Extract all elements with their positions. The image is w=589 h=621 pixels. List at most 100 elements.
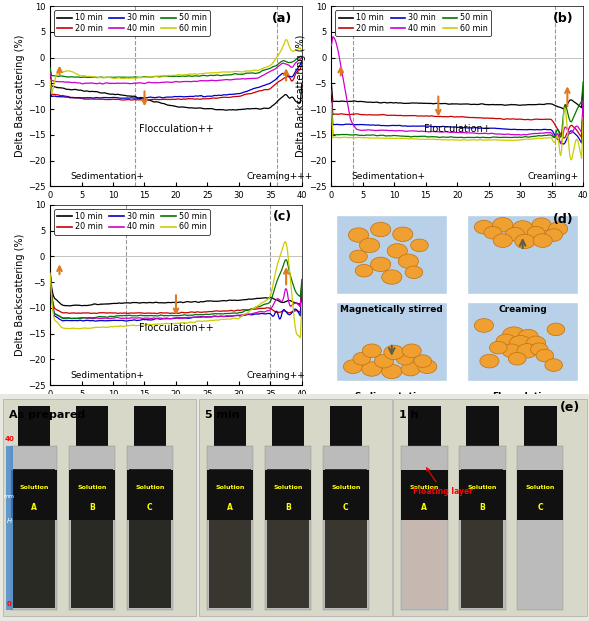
Circle shape — [512, 220, 532, 235]
Bar — [330, 406, 362, 446]
Circle shape — [502, 344, 521, 358]
Circle shape — [411, 239, 428, 252]
Text: A: A — [421, 503, 427, 512]
Circle shape — [359, 238, 380, 253]
FancyBboxPatch shape — [336, 302, 447, 381]
Circle shape — [474, 220, 494, 234]
Circle shape — [517, 343, 537, 358]
Bar — [519, 469, 561, 608]
Text: 0: 0 — [7, 601, 12, 607]
FancyBboxPatch shape — [336, 215, 447, 294]
Bar — [207, 446, 253, 610]
Bar — [71, 469, 112, 608]
Text: B: B — [89, 503, 95, 512]
Bar — [129, 469, 171, 608]
Circle shape — [384, 345, 404, 360]
Circle shape — [414, 355, 432, 368]
Text: Solution: Solution — [77, 485, 107, 490]
Text: Magnetically stirred: Magnetically stirred — [340, 306, 443, 314]
Circle shape — [480, 354, 499, 368]
Text: H: H — [7, 519, 12, 524]
Circle shape — [515, 234, 535, 248]
Text: B: B — [479, 503, 485, 512]
Bar — [127, 470, 173, 520]
Bar — [3, 399, 196, 617]
Bar — [11, 446, 57, 610]
Text: 40: 40 — [5, 436, 14, 442]
Bar — [265, 446, 311, 610]
Text: Flocculation++: Flocculation++ — [138, 323, 213, 333]
Text: C: C — [343, 503, 349, 512]
Bar — [272, 406, 304, 446]
Text: Solution: Solution — [331, 485, 360, 490]
Circle shape — [393, 227, 413, 242]
Text: 1 h: 1 h — [399, 410, 419, 420]
Legend: 10 min, 20 min, 30 min, 40 min, 50 min, 60 min: 10 min, 20 min, 30 min, 40 min, 50 min, … — [335, 10, 491, 36]
Bar — [459, 470, 505, 520]
Circle shape — [536, 349, 554, 362]
Circle shape — [355, 265, 373, 277]
Circle shape — [532, 218, 551, 232]
Bar — [267, 469, 309, 608]
Text: (a): (a) — [272, 12, 292, 25]
Text: Flocculation+: Flocculation+ — [424, 124, 491, 134]
Circle shape — [405, 266, 423, 279]
Y-axis label: Delta Backscattering (%): Delta Backscattering (%) — [15, 233, 25, 356]
Circle shape — [545, 229, 562, 242]
Text: Solution: Solution — [216, 485, 244, 490]
Bar — [323, 470, 369, 520]
Text: A: A — [227, 503, 233, 512]
Bar — [13, 469, 55, 608]
Circle shape — [382, 270, 402, 284]
FancyBboxPatch shape — [467, 215, 578, 294]
Circle shape — [518, 329, 538, 344]
Text: Flocculation: Flocculation — [492, 392, 554, 401]
Circle shape — [492, 217, 513, 232]
Bar — [134, 406, 166, 446]
Circle shape — [502, 327, 525, 343]
Bar — [323, 446, 369, 610]
Circle shape — [474, 319, 494, 332]
Bar — [207, 470, 253, 520]
Text: Sedimentation+: Sedimentation+ — [352, 172, 425, 181]
Legend: 10 min, 20 min, 30 min, 40 min, 50 min, 60 min: 10 min, 20 min, 30 min, 40 min, 50 min, … — [54, 10, 210, 36]
Bar — [408, 406, 441, 446]
Circle shape — [548, 222, 568, 235]
Text: C: C — [147, 503, 153, 512]
Bar — [11, 470, 57, 520]
Circle shape — [508, 353, 526, 365]
Circle shape — [489, 342, 507, 354]
Circle shape — [545, 359, 562, 371]
Circle shape — [418, 360, 437, 373]
Text: Sedimentation: Sedimentation — [355, 392, 429, 401]
Bar — [459, 446, 505, 610]
Text: Solution: Solution — [525, 485, 555, 490]
Text: 5 min: 5 min — [205, 410, 240, 420]
Bar — [517, 470, 564, 520]
Text: Creaming+: Creaming+ — [528, 172, 579, 181]
Text: B: B — [285, 503, 291, 512]
Circle shape — [496, 334, 516, 348]
Y-axis label: Delta Backscattering (%): Delta Backscattering (%) — [15, 35, 25, 158]
Text: A: A — [31, 503, 37, 512]
Circle shape — [484, 227, 502, 239]
Text: Creaming: Creaming — [498, 306, 547, 314]
Circle shape — [402, 344, 421, 358]
Bar — [69, 446, 115, 610]
Bar — [209, 469, 251, 608]
Bar — [18, 406, 50, 446]
Text: Sedimentation+: Sedimentation+ — [70, 172, 144, 181]
Circle shape — [362, 344, 381, 358]
Bar — [401, 446, 448, 610]
Bar — [325, 469, 367, 608]
Bar — [393, 399, 587, 617]
Text: (d): (d) — [552, 214, 573, 227]
Circle shape — [493, 233, 512, 247]
Bar — [127, 446, 173, 610]
Text: Solution: Solution — [135, 485, 164, 490]
Bar — [461, 469, 503, 608]
Text: Solution: Solution — [410, 485, 439, 490]
Text: Creaming++: Creaming++ — [246, 371, 305, 380]
Bar — [524, 406, 557, 446]
Circle shape — [353, 353, 370, 365]
